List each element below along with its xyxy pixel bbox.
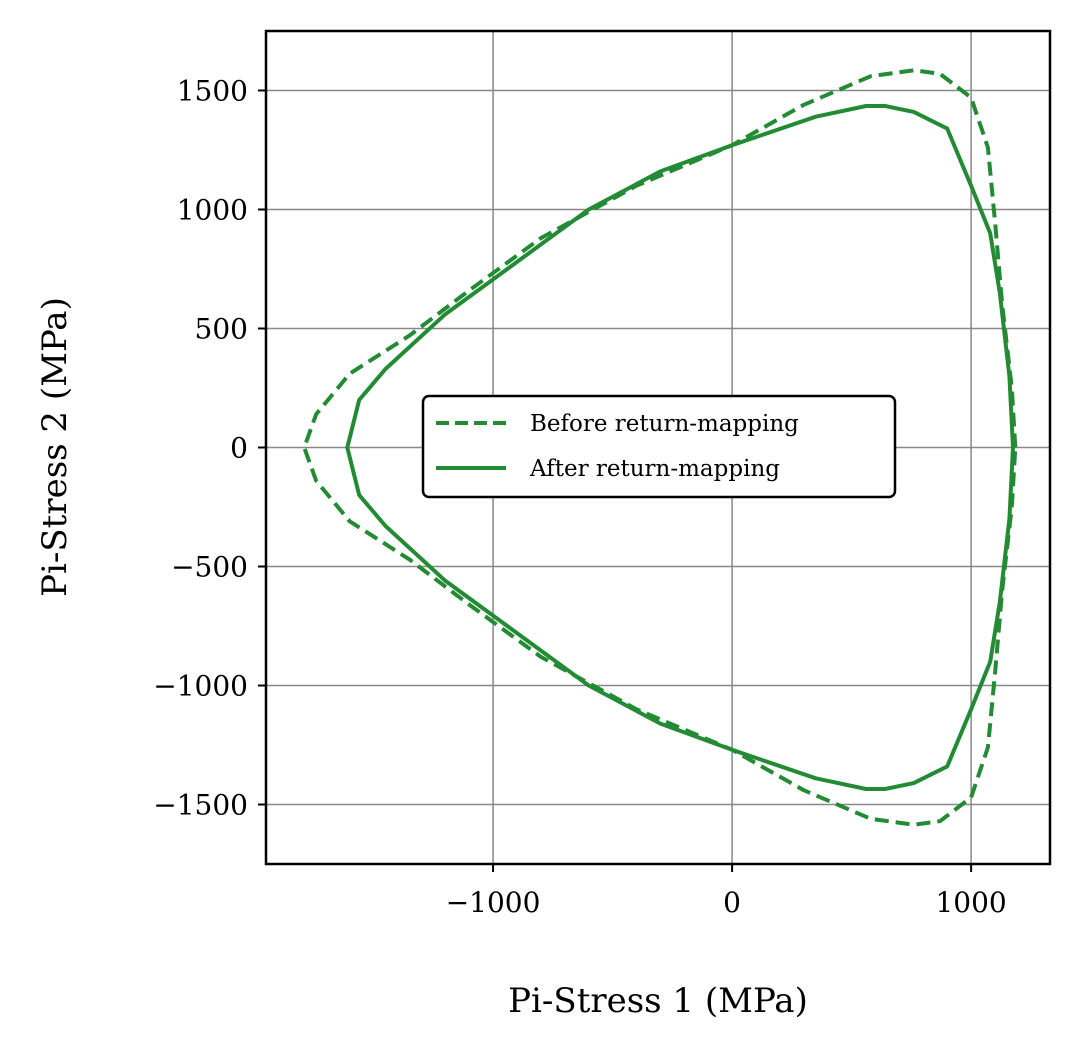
series-before-return-mapping xyxy=(302,68,1018,827)
y-tick-label: −1000 xyxy=(153,670,248,703)
y-tick-label: −500 xyxy=(171,551,248,584)
legend-box xyxy=(421,394,897,499)
y-tick-label: 1500 xyxy=(177,75,248,108)
y-tick-label: 500 xyxy=(195,313,248,346)
y-tick-label: 1000 xyxy=(177,194,248,227)
legend: Before return-mapping After return-mappi… xyxy=(421,394,897,499)
x-tick-label: 0 xyxy=(723,886,741,919)
x-tick-label: 1000 xyxy=(935,886,1006,919)
x-axis-title: Pi-Stress 1 (MPa) xyxy=(508,981,808,1021)
legend-label-before: Before return-mapping xyxy=(530,411,799,437)
grid xyxy=(266,31,1050,864)
y-axis-title: Pi-Stress 2 (MPa) xyxy=(35,297,75,597)
y-tick-label: −1500 xyxy=(153,789,248,822)
y-tick-label: 0 xyxy=(230,432,248,465)
legend-label-after: After return-mapping xyxy=(529,456,780,482)
series-after-return-mapping xyxy=(345,104,1015,791)
ticks: −1000 0 1000 1500 1000 500 0 −500 −1000 −1500 xyxy=(153,75,1006,920)
series-layer xyxy=(302,68,1018,827)
x-tick-label: −1000 xyxy=(446,886,541,919)
